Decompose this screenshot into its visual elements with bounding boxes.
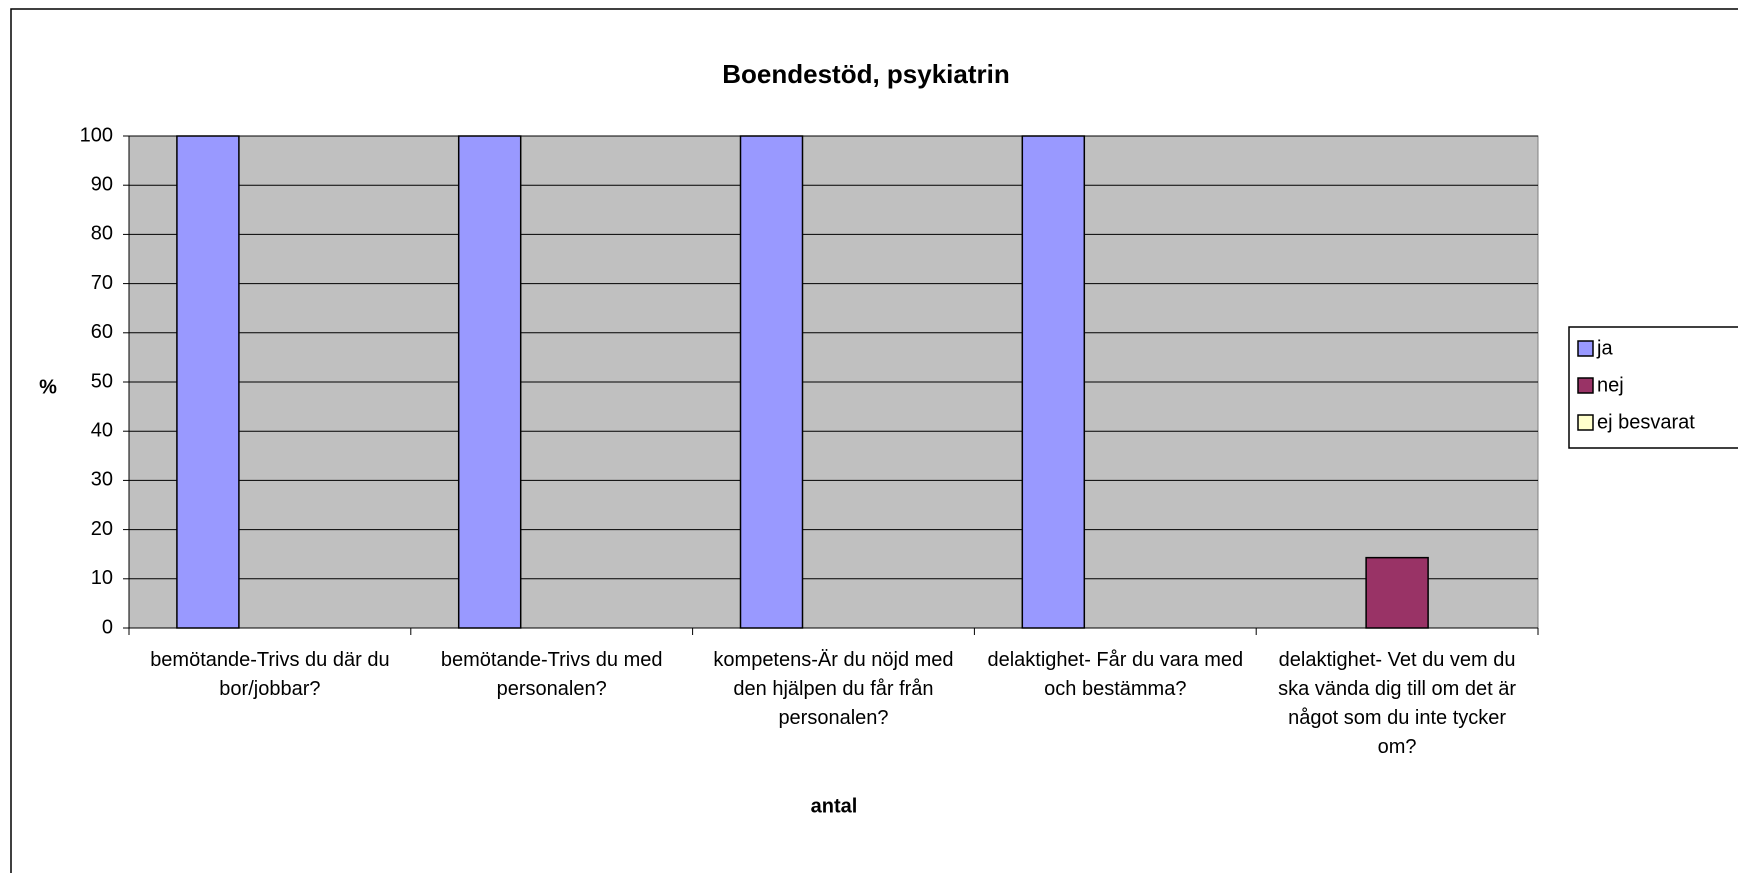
y-tick-label: 50	[91, 370, 113, 392]
x-tick-label: bemötande-Trivs du med personalen?	[440, 649, 663, 700]
y-axis-label: %	[39, 376, 57, 398]
bar	[176, 135, 240, 629]
x-tick-label: delaktighet- Vet du vem du ska vända dig…	[1278, 649, 1517, 758]
legend-swatch	[1577, 377, 1594, 394]
y-tick-label: 100	[80, 124, 113, 146]
x-tick-label: delaktighet- Får du vara med och bestämm…	[987, 649, 1244, 700]
y-tick-label: 70	[91, 272, 113, 294]
bar	[457, 135, 522, 629]
y-tick-label: 60	[91, 321, 113, 343]
bar	[739, 135, 804, 629]
legend-swatch	[1577, 414, 1594, 431]
chart-title: Boendestöd, psykiatrin	[722, 59, 1010, 89]
y-tick-label: 90	[91, 173, 113, 195]
legend-label: ja	[1596, 337, 1613, 359]
legend-label: ej besvarat	[1597, 411, 1695, 433]
x-axis-label: antal	[811, 795, 858, 817]
bar	[1365, 556, 1429, 629]
x-tick-label: bemötande-Trivs du där du bor/jobbar?	[150, 649, 390, 700]
y-tick-label: 80	[91, 223, 113, 245]
legend-swatch	[1577, 340, 1594, 357]
y-tick-label: 20	[91, 518, 113, 540]
bar	[1021, 135, 1086, 629]
y-tick-label: 30	[91, 469, 113, 491]
y-tick-label: 40	[91, 419, 113, 441]
y-tick-label: 0	[102, 616, 113, 638]
legend-box	[1568, 326, 1738, 449]
legend-label: nej	[1597, 374, 1624, 396]
x-tick-label: kompetens-Är du nöjd med den hjälpen du …	[713, 649, 954, 729]
y-tick-label: 10	[91, 567, 113, 589]
